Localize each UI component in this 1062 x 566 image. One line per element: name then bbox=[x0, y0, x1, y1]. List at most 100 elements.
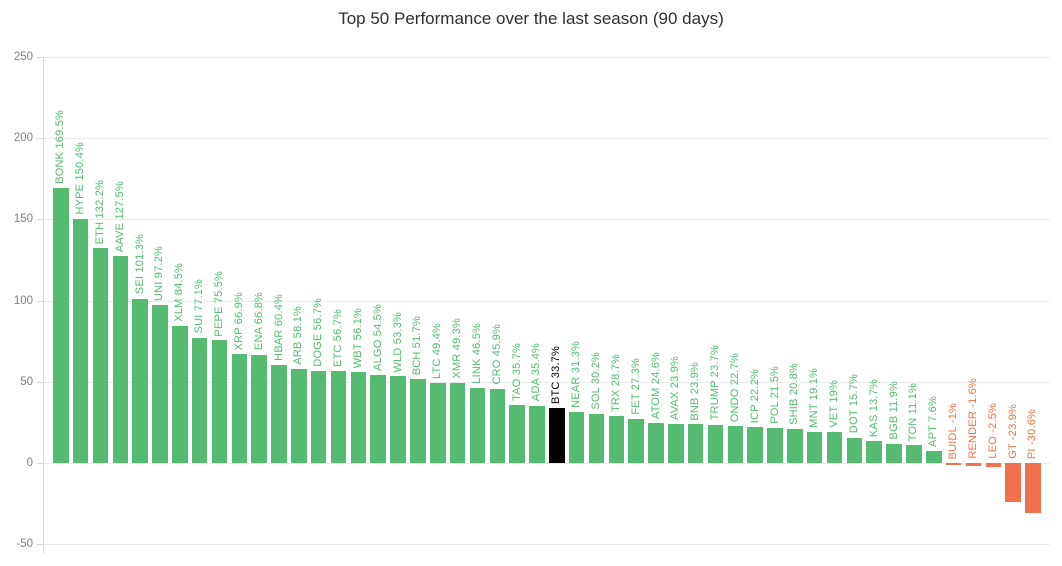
bar-label-sol: SOL 30.2% bbox=[589, 352, 602, 410]
y-axis-tick bbox=[37, 57, 43, 58]
bar-label-pi: PI -30.6% bbox=[1026, 408, 1039, 459]
bar-label-kas: KAS 13.7% bbox=[867, 378, 880, 437]
bar-label-bch: BCH 51.7% bbox=[411, 315, 424, 375]
bar-label-ada: ADA 35.4% bbox=[530, 343, 543, 402]
bar-link bbox=[469, 387, 486, 463]
bar-trx bbox=[608, 416, 624, 463]
bar-label-arb: ARB 58.1% bbox=[292, 305, 305, 365]
bar-trump bbox=[707, 424, 724, 463]
bar-label-cro: CRO 45.9% bbox=[490, 324, 503, 385]
bar-algo bbox=[370, 374, 386, 463]
bar-label-bgb: BGB 11.9% bbox=[887, 381, 900, 440]
bar-label-ltc: LTC 49.4% bbox=[431, 322, 444, 379]
y-axis-tick-label: 200 bbox=[13, 132, 33, 145]
gridline bbox=[43, 544, 1050, 546]
y-axis-tick bbox=[37, 219, 43, 221]
bar-label-dot: DOT 15.7% bbox=[847, 374, 860, 434]
gridline bbox=[43, 219, 1050, 221]
bar-label-fet: FET 27.3% bbox=[629, 358, 642, 415]
bar-shib bbox=[787, 429, 803, 463]
gridline bbox=[43, 138, 1050, 140]
bar-label-xlm: XLM 84.5% bbox=[173, 263, 186, 322]
bar-label-hbar: HBAR 60.4% bbox=[272, 294, 285, 361]
bar-etc bbox=[330, 370, 347, 463]
bar-pi bbox=[1025, 463, 1041, 513]
gridline bbox=[43, 57, 1050, 58]
bar-label-pepe: PEPE 75.5% bbox=[213, 270, 225, 337]
bar-ena bbox=[251, 354, 267, 463]
bar-ondo bbox=[727, 426, 744, 463]
bar-label-vet: VET 19% bbox=[828, 380, 840, 429]
bar-label-pol: POL 21.5% bbox=[768, 366, 781, 425]
bar-bgb bbox=[886, 443, 902, 463]
gridline bbox=[43, 463, 1050, 464]
y-axis-line bbox=[43, 57, 44, 553]
bar-label-eth: ETH 132.2% bbox=[93, 179, 106, 245]
bar-dot bbox=[846, 437, 863, 463]
y-axis-tick-label: -50 bbox=[16, 538, 33, 551]
y-axis-tick-label: 150 bbox=[13, 213, 33, 226]
y-axis-tick bbox=[37, 300, 43, 302]
bar-icp bbox=[747, 426, 763, 463]
y-axis-tick bbox=[37, 544, 43, 546]
bar-label-sei: SEI 101.3% bbox=[133, 234, 146, 295]
bar-avax bbox=[668, 424, 684, 463]
bar-hype bbox=[72, 218, 89, 463]
bar-sei bbox=[132, 298, 148, 463]
bar-label-aave: AAVE 127.5% bbox=[113, 180, 126, 252]
bar-label-bonk: BONK 169.5% bbox=[54, 109, 67, 184]
bar-label-ondo: ONDO 22.7% bbox=[728, 352, 741, 423]
y-axis-tick bbox=[37, 463, 43, 464]
bar-fet bbox=[628, 418, 644, 463]
gridline bbox=[43, 300, 1050, 302]
bar-bch bbox=[410, 379, 426, 463]
bar-ltc bbox=[430, 382, 446, 463]
bar-label-shib: SHIB 20.8% bbox=[788, 363, 801, 426]
bar-label-render: RENDER -1.6% bbox=[966, 378, 979, 459]
bar-sol bbox=[588, 414, 605, 463]
bar-label-etc: ETC 56.7% bbox=[332, 308, 344, 367]
bar-label-tao: TAO 35.7% bbox=[510, 343, 523, 401]
y-axis-tick bbox=[37, 138, 43, 140]
bar-label-xrp: XRP 66.9% bbox=[232, 291, 245, 351]
bar-label-algo: ALGO 54.5% bbox=[371, 303, 384, 371]
bar-render bbox=[965, 463, 982, 466]
bar-bnb bbox=[687, 424, 704, 463]
bar-kas bbox=[866, 440, 882, 463]
bar-pol bbox=[767, 428, 783, 463]
bar-vet bbox=[826, 432, 843, 463]
bar-label-ton: TON 11.1% bbox=[907, 382, 920, 441]
bar-doge bbox=[310, 370, 327, 463]
bar-leo bbox=[985, 463, 1001, 468]
bar-label-mnt: MNT 19.1% bbox=[808, 368, 821, 428]
bar-label-ena: ENA 66.8% bbox=[252, 292, 265, 351]
bar-sui bbox=[191, 337, 208, 463]
y-axis-tick-label: 250 bbox=[13, 51, 33, 63]
bar-label-xmr: XMR 49.3% bbox=[451, 318, 464, 379]
bar-near bbox=[568, 412, 585, 463]
bar-atom bbox=[648, 423, 664, 463]
bar-mnt bbox=[806, 432, 823, 463]
bar-label-buidl: BUIDL -1% bbox=[947, 402, 959, 459]
bar-buidl bbox=[945, 463, 962, 465]
bar-arb bbox=[291, 368, 307, 463]
bar-bonk bbox=[53, 187, 69, 463]
bar-hbar bbox=[271, 364, 287, 463]
bar-ton bbox=[906, 445, 922, 463]
chart-title: Top 50 Performance over the last season … bbox=[338, 9, 724, 28]
y-axis-tick-label: 100 bbox=[13, 294, 33, 307]
bar-aave bbox=[112, 255, 128, 463]
bar-label-icp: ICP 22.2% bbox=[748, 368, 761, 423]
bar-label-near: NEAR 31.3% bbox=[570, 341, 583, 409]
bar-label-wbt: WBT 56.1% bbox=[351, 307, 364, 368]
bar-xrp bbox=[231, 354, 248, 463]
y-axis-tick-label: 0 bbox=[26, 457, 33, 469]
bar-cro bbox=[489, 388, 505, 463]
bar-label-hype: HYPE 150.4% bbox=[74, 142, 87, 215]
bar-xmr bbox=[449, 382, 466, 463]
bar-wld bbox=[390, 376, 406, 463]
bar-label-doge: DOGE 56.7% bbox=[312, 298, 325, 367]
bar-label-sui: SUI 77.1% bbox=[193, 279, 206, 334]
y-axis-tick bbox=[37, 381, 43, 383]
